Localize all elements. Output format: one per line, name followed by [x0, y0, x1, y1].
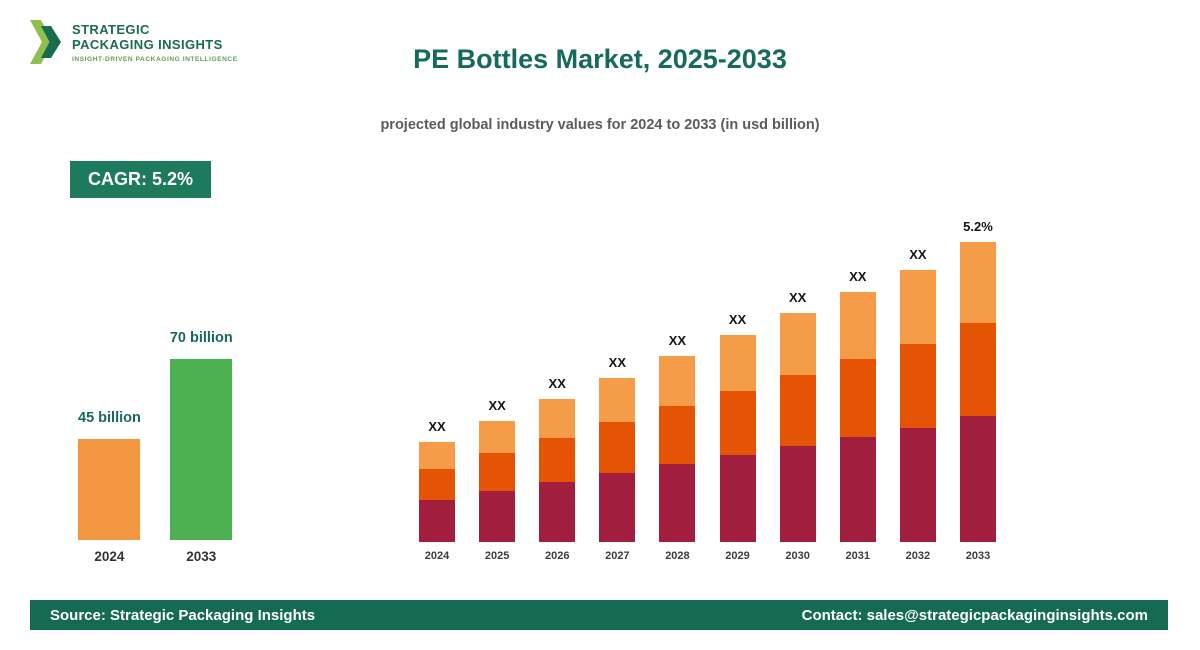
mini-bar-year-label: 2024: [94, 549, 125, 564]
page-title: PE Bottles Market, 2025-2033: [413, 44, 787, 74]
mini-bar-value-label: 45 billion: [78, 410, 141, 426]
stacked-bar-year-label: 2026: [544, 550, 570, 562]
stacked-bar-year-label: 2031: [845, 550, 870, 562]
bottom-segment: [719, 455, 756, 542]
stacked-bar: [719, 335, 756, 542]
middle-segment: [959, 323, 996, 416]
stacked-bar-value-label: XX: [728, 312, 747, 327]
stacked-bar-value-label: XX: [608, 355, 626, 370]
bottom-segment: [599, 473, 636, 542]
stacked-bar-year-label: 2029: [725, 550, 750, 562]
top-segment: [419, 442, 455, 469]
bottom-segment: [899, 428, 936, 542]
middle-segment: [479, 453, 516, 491]
brand-logo: STRATEGIC PACKAGING INSIGHTS INSIGHT-DRI…: [30, 14, 238, 70]
middle-segment: [899, 344, 936, 428]
top-segment: [539, 399, 576, 438]
stacked-bar-year-label: 2033: [965, 550, 991, 562]
mini-bar: [170, 359, 233, 540]
stacked-bar-group: XX 2031: [839, 269, 876, 562]
stacked-bar-value-label: XX: [488, 398, 506, 413]
stacked-bar: [659, 356, 696, 542]
mini-bar-year-label: 2033: [186, 549, 217, 564]
stacked-bar-value-label: XX: [548, 376, 566, 391]
stacked-bar-value-label: XX: [849, 269, 867, 284]
bottom-segment: [779, 446, 816, 542]
cagr-badge: CAGR: 5.2%: [70, 161, 212, 198]
bottom-segment: [539, 482, 576, 542]
stacked-bar-value-label: XX: [668, 333, 687, 348]
stacked-bar-group: XX 2025: [479, 398, 516, 562]
footer-contact: Contact: sales@strategicpackaginginsight…: [801, 606, 1148, 624]
middle-segment: [779, 375, 816, 446]
bottom-segment: [479, 491, 516, 542]
footer-bar: Source: Strategic Packaging Insights Con…: [30, 600, 1168, 630]
stacked-bar-value-label: 5.2%: [963, 219, 993, 234]
mini-bar-chart: 45 billion 2024 70 billion 2033: [78, 300, 238, 564]
mini-bar: [78, 439, 141, 540]
bottom-segment: [839, 437, 876, 542]
logo-line1: STRATEGIC: [72, 21, 150, 37]
middle-segment: [419, 469, 455, 500]
middle-segment: [539, 438, 576, 482]
bottom-segment: [419, 500, 455, 542]
logo-tagline: INSIGHT-DRIVEN PACKAGING INTELLIGENCE: [72, 55, 238, 63]
stacked-bar: [479, 421, 516, 542]
mini-bar-group: 70 billion 2033: [170, 330, 233, 564]
stacked-bar-group: XX 2024: [419, 419, 455, 562]
middle-segment: [599, 422, 636, 473]
top-segment: [659, 356, 696, 406]
stacked-bar-year-label: 2030: [785, 550, 810, 562]
stacked-bar-year-label: 2024: [424, 550, 450, 562]
bottom-segment: [659, 464, 696, 542]
stacked-bar-value-label: XX: [428, 419, 446, 434]
stacked-bar: [839, 292, 876, 542]
stacked-bar-year-label: 2025: [484, 550, 510, 562]
logo-text: STRATEGIC PACKAGING INSIGHTS INSIGHT-DRI…: [72, 22, 238, 63]
stacked-bar-value-label: XX: [788, 290, 807, 305]
stacked-bar-value-label: XX: [909, 247, 927, 262]
stacked-bar-group: XX 2030: [779, 290, 816, 562]
page-subtitle: projected global industry values for 202…: [380, 117, 820, 133]
stacked-bar-group: XX 2032: [899, 247, 936, 562]
logo-chevron-icon: [30, 20, 61, 64]
stacked-bar-group: XX 2027: [599, 355, 636, 562]
stacked-bar: [539, 399, 576, 542]
stacked-bar: [419, 442, 455, 542]
stacked-bar-year-label: 2027: [605, 550, 630, 562]
footer-source: Source: Strategic Packaging Insights: [50, 606, 316, 624]
bottom-segment: [959, 416, 996, 542]
top-segment: [839, 292, 876, 359]
middle-segment: [839, 359, 876, 437]
top-segment: [899, 270, 936, 344]
mini-bar-value-label: 70 billion: [169, 330, 233, 346]
mini-bar-group: 45 billion 2024: [78, 410, 141, 564]
stacked-bar-group: 5.2% 2033: [959, 219, 996, 562]
stacked-bar-year-label: 2028: [665, 550, 690, 562]
stacked-bar-group: XX 2028: [659, 333, 696, 562]
top-segment: [719, 335, 756, 391]
top-segment: [599, 378, 636, 422]
stacked-bar-group: XX 2026: [539, 376, 576, 562]
stacked-bar: [959, 242, 996, 542]
logo-line2: PACKAGING INSIGHTS: [72, 36, 223, 52]
stacked-bar: [599, 378, 636, 542]
stacked-bar-group: XX 2029: [719, 312, 756, 562]
top-segment: [779, 313, 816, 375]
top-segment: [479, 421, 516, 453]
middle-segment: [719, 391, 756, 455]
middle-segment: [659, 406, 696, 464]
top-segment: [959, 242, 996, 323]
stacked-bar-year-label: 2032: [905, 550, 931, 562]
stacked-bar: [899, 270, 936, 542]
stacked-bar: [779, 313, 816, 542]
stacked-bar-chart: XX 2024 XX 2025 XX 2026 XX 2027 XX 2028 XX 2029 XX 20…: [419, 197, 996, 562]
